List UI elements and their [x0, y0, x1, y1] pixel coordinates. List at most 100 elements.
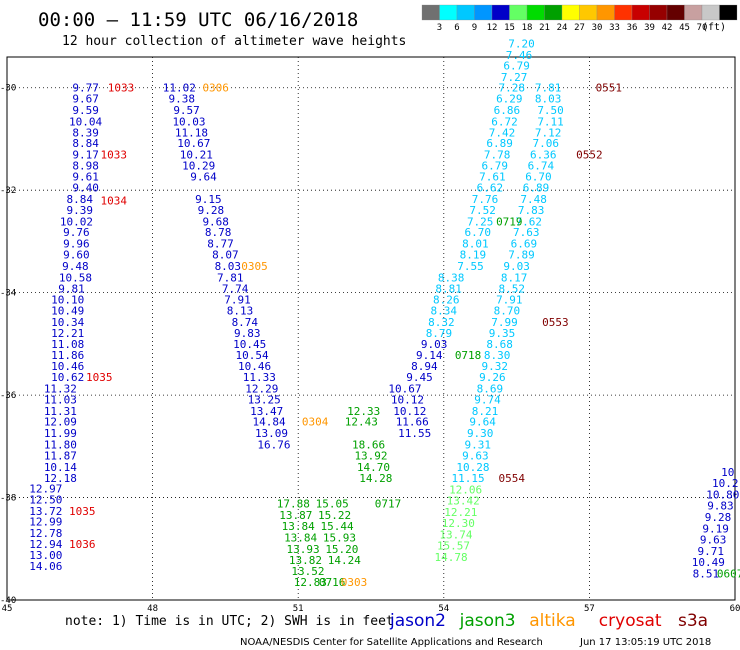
- x-tick-label: 51: [293, 604, 304, 614]
- swh-value-label: 9.28: [705, 511, 732, 524]
- color-swatch: [561, 4, 580, 21]
- color-swatch: [614, 4, 633, 21]
- swh-value-label: 15.93: [323, 532, 356, 545]
- y-tick-label: -32: [0, 186, 16, 196]
- swh-value-label: 10.62: [51, 371, 84, 384]
- color-scale-label: 33: [609, 23, 620, 33]
- chart-title: 00:00 – 11:59 UTC 06/16/2018: [38, 9, 358, 31]
- swh-value-label: 9.96: [63, 237, 90, 250]
- swh-value-label: 7.28: [498, 82, 525, 95]
- swh-value-label: 7.52: [469, 204, 496, 217]
- color-scale-label: 45: [679, 23, 690, 33]
- x-tick-label: 60: [730, 604, 740, 614]
- footnote: note: 1) Time is in UTC; 2) SWH is in fe…: [65, 614, 394, 629]
- swh-value-label: 7.48: [520, 193, 547, 206]
- swh-value-label: 9.77: [72, 82, 99, 95]
- swh-value-label: 0719: [496, 215, 523, 228]
- swh-value-label: 8.13: [227, 305, 254, 318]
- swh-value-label: 9.71: [697, 545, 724, 558]
- swh-value-label: 9.14: [416, 349, 443, 362]
- swh-value-label: 8.32: [428, 316, 455, 329]
- legend-entry-jason3: jason3: [459, 611, 516, 631]
- swh-value-label: 9.40: [72, 182, 99, 195]
- swh-value-label: 0304: [302, 416, 329, 429]
- swh-value-label: 12.43: [345, 416, 378, 429]
- swh-value-label: 7.55: [457, 260, 484, 273]
- swh-value-label: 6.79: [503, 60, 530, 73]
- swh-value-label: 7.83: [518, 204, 545, 217]
- color-swatch: [491, 4, 510, 21]
- swh-value-label: 8.77: [207, 237, 234, 250]
- swh-value-label: 10.28: [456, 461, 489, 474]
- swh-value-label: 0303: [341, 576, 368, 589]
- swh-value-label: 13.00: [29, 549, 62, 562]
- swh-value-label: 15.20: [325, 543, 358, 556]
- swh-value-label: 7.81: [535, 82, 562, 95]
- swh-value-label: 7.20: [508, 38, 535, 51]
- swh-value-label: 8.38: [438, 271, 465, 284]
- swh-value-label: 13.47: [250, 405, 283, 418]
- swh-value-label: 7.74: [222, 283, 249, 296]
- swh-value-label: 1036: [69, 538, 96, 551]
- swh-value-label: 8.19: [460, 249, 487, 262]
- swh-value-label: 6.86: [494, 104, 521, 117]
- x-tick-label: 57: [584, 604, 595, 614]
- swh-value-label: 10.21: [180, 148, 213, 161]
- swh-value-label: 6.69: [511, 237, 538, 250]
- swh-value-label: 11.99: [44, 427, 77, 440]
- legend-entry-jason2: jason2: [389, 611, 446, 631]
- swh-value-label: 7.27: [501, 71, 528, 84]
- swh-value-label: 9.67: [72, 92, 99, 105]
- swh-value-label: 6.89: [486, 137, 513, 150]
- color-swatch: [474, 4, 493, 21]
- swh-value-label: 7.11: [537, 116, 564, 129]
- swh-value-label: 7.91: [496, 293, 523, 306]
- swh-value-label: 8.51: [693, 567, 720, 580]
- swh-value-label: 8.01: [462, 237, 489, 250]
- color-scale-unit: (ft): [702, 22, 726, 33]
- swh-value-label: 12.21: [51, 327, 84, 340]
- swh-value-label: 10.12: [393, 405, 426, 418]
- swh-value-label: 9.83: [707, 500, 734, 513]
- swh-value-label: 13.93: [286, 543, 319, 556]
- swh-value-label: 11.33: [243, 371, 276, 384]
- swh-value-label: 17.88: [277, 498, 310, 511]
- color-swatch: [421, 4, 440, 21]
- swh-value-label: 10.14: [44, 461, 77, 474]
- swh-value-label: 8.03: [215, 260, 242, 273]
- color-scale-label: 36: [627, 23, 638, 33]
- swh-value-label: 13.84: [284, 532, 317, 545]
- swh-value-label: 12.06: [449, 483, 482, 496]
- swh-value-label: 10.49: [51, 305, 84, 318]
- color-scale-label: 9: [472, 23, 477, 33]
- swh-value-label: 13.25: [248, 394, 281, 407]
- swh-value-label: 14.84: [253, 416, 286, 429]
- swh-value-label: 1033: [108, 82, 135, 95]
- swh-value-label: 12.78: [29, 527, 62, 540]
- swh-value-label: 8.69: [477, 382, 504, 395]
- legend: jason2 jason3 altika cryosat s3a: [389, 611, 708, 631]
- swh-value-label: 13.82: [289, 554, 322, 567]
- swh-value-label: 12.94: [29, 538, 62, 551]
- swh-value-label: 7.91: [224, 293, 251, 306]
- x-tick-label: 48: [147, 604, 158, 614]
- color-swatch: [666, 4, 685, 21]
- swh-value-label: 7.46: [506, 49, 533, 62]
- swh-value-label: 10.46: [238, 360, 271, 373]
- legend-entry-s3a: s3a: [678, 611, 708, 631]
- swh-value-label: 9.48: [62, 260, 89, 273]
- swh-value-label: 13.42: [447, 495, 480, 508]
- swh-value-label: 8.68: [486, 338, 513, 351]
- swh-value-label: 10.54: [236, 349, 269, 362]
- swh-value-label: 12.21: [444, 506, 477, 519]
- swh-value-label: 8.52: [498, 283, 525, 296]
- color-swatch: [526, 4, 545, 21]
- color-swatch: [719, 4, 738, 21]
- chart-subtitle: 12 hour collection of altimeter wave hei…: [62, 34, 406, 49]
- color-scale-label: 42: [662, 23, 673, 33]
- swh-value-label: 8.79: [426, 327, 453, 340]
- swh-value-label: 15.57: [437, 540, 470, 553]
- swh-value-label: 11.32: [44, 382, 77, 395]
- swh-value-label: 7.25: [467, 215, 494, 228]
